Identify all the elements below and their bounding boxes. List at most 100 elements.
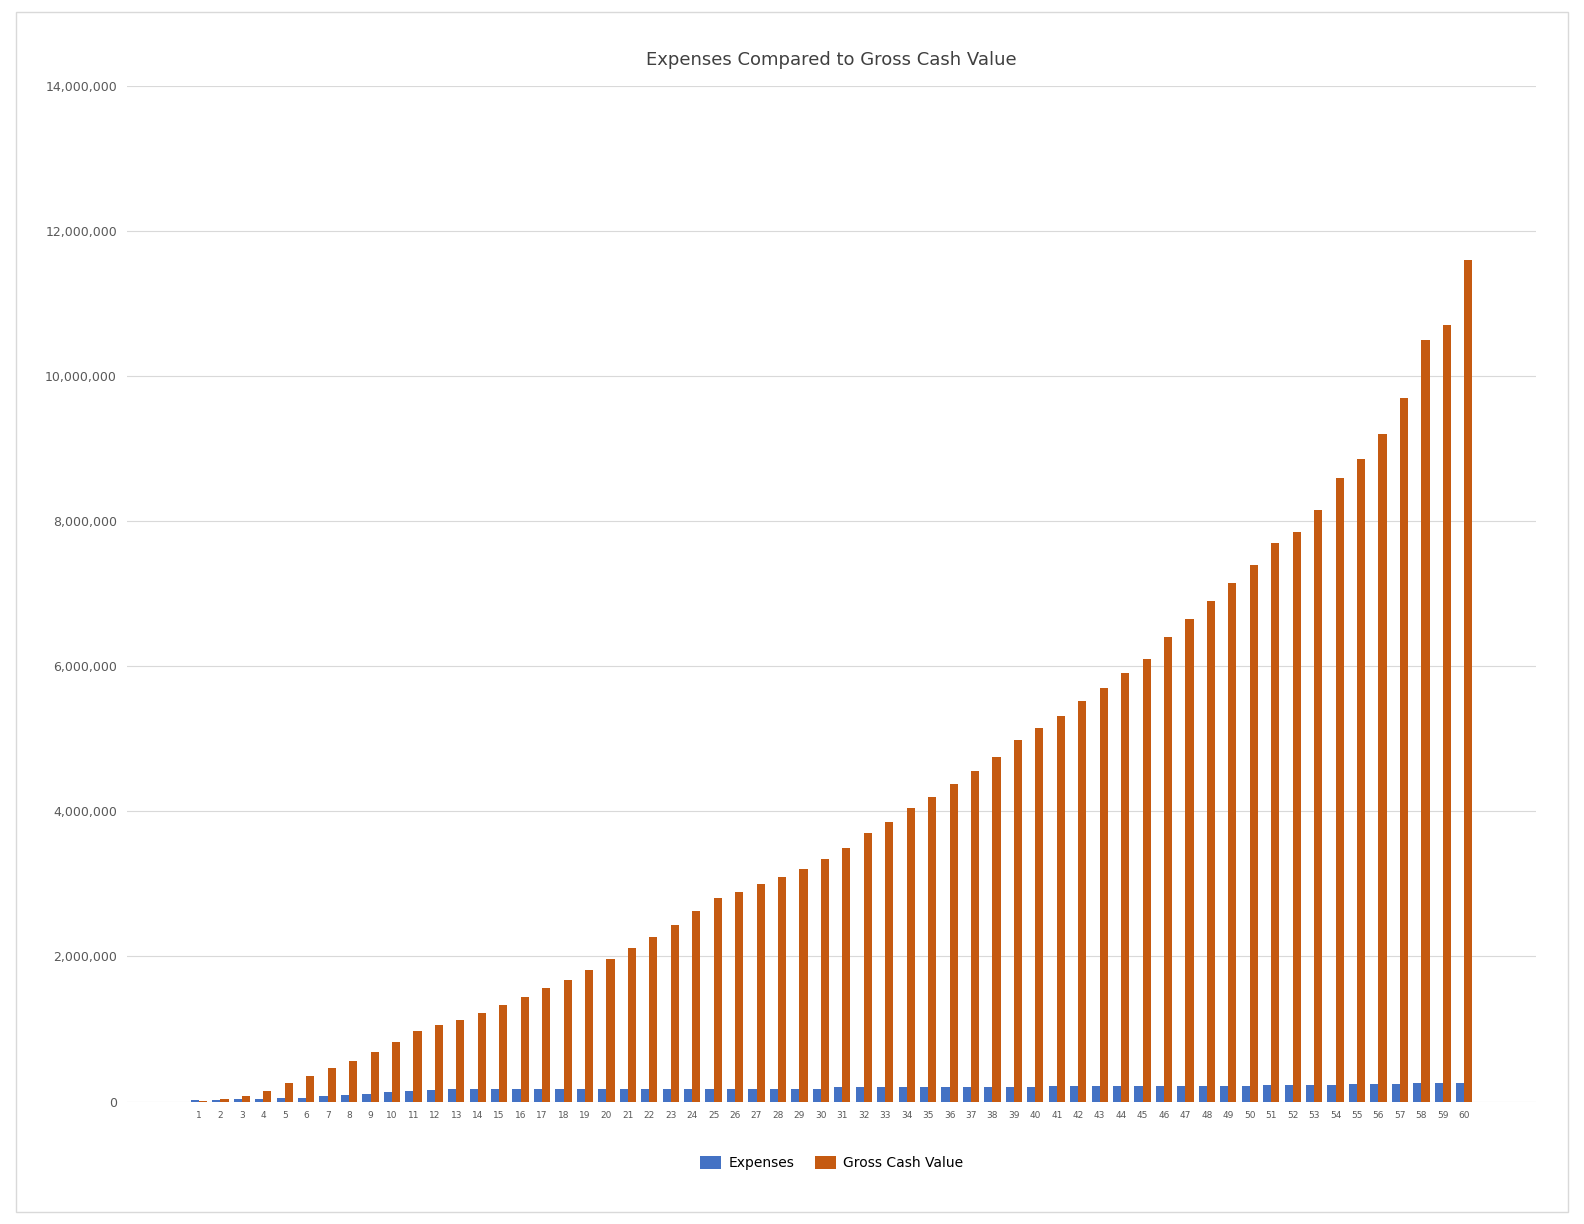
Bar — [1099, 688, 1107, 1102]
Bar — [348, 1061, 358, 1102]
Bar — [564, 979, 572, 1102]
Bar — [255, 1099, 263, 1102]
Bar — [285, 1083, 293, 1102]
Bar — [320, 1097, 328, 1102]
Bar — [993, 756, 1001, 1102]
Bar — [1378, 435, 1386, 1102]
Bar — [234, 1099, 242, 1102]
Bar — [684, 1088, 692, 1102]
Bar — [1315, 510, 1323, 1102]
Bar — [792, 1088, 800, 1102]
Bar — [306, 1076, 314, 1102]
Bar — [692, 912, 700, 1102]
Bar — [1114, 1087, 1121, 1102]
Bar — [1121, 673, 1129, 1102]
Title: Expenses Compared to Gross Cash Value: Expenses Compared to Gross Cash Value — [646, 51, 1017, 69]
Bar — [328, 1069, 336, 1102]
Bar — [499, 1005, 507, 1102]
Bar — [1327, 1084, 1335, 1102]
Bar — [885, 823, 893, 1102]
Bar — [534, 1088, 542, 1102]
Bar — [1357, 459, 1365, 1102]
Bar — [607, 958, 615, 1102]
Bar — [642, 1088, 649, 1102]
Bar — [941, 1087, 949, 1102]
Bar — [277, 1098, 285, 1102]
Bar — [813, 1088, 821, 1102]
Bar — [1413, 1083, 1421, 1102]
Bar — [727, 1088, 735, 1102]
Bar — [963, 1087, 971, 1102]
Bar — [1036, 728, 1044, 1102]
Bar — [984, 1087, 993, 1102]
Bar — [1049, 1087, 1057, 1102]
Bar — [263, 1091, 271, 1102]
Bar — [1293, 532, 1300, 1102]
Bar — [863, 834, 871, 1102]
Bar — [1142, 659, 1150, 1102]
Bar — [513, 1088, 521, 1102]
Bar — [778, 876, 786, 1102]
Bar — [757, 884, 765, 1102]
Bar — [448, 1088, 456, 1102]
Bar — [521, 998, 529, 1102]
Bar — [821, 858, 828, 1102]
Bar — [1335, 477, 1343, 1102]
Bar — [898, 1087, 906, 1102]
Bar — [1443, 326, 1451, 1102]
Bar — [491, 1088, 499, 1102]
Bar — [426, 1089, 436, 1102]
Bar — [436, 1026, 444, 1102]
Bar — [478, 1013, 486, 1102]
Bar — [363, 1094, 371, 1102]
Bar — [1091, 1087, 1099, 1102]
Bar — [835, 1087, 843, 1102]
Bar — [456, 1020, 464, 1102]
Bar — [406, 1091, 413, 1102]
Bar — [928, 797, 936, 1102]
Bar — [1185, 619, 1194, 1102]
Bar — [1177, 1086, 1185, 1102]
Bar — [542, 989, 550, 1102]
Bar — [971, 771, 979, 1102]
Bar — [800, 869, 808, 1102]
Bar — [1228, 583, 1237, 1102]
Bar — [949, 783, 958, 1102]
Bar — [1464, 259, 1473, 1102]
Bar — [1014, 741, 1022, 1102]
Bar — [1079, 701, 1087, 1102]
Bar — [627, 947, 637, 1102]
Bar — [1285, 1084, 1293, 1102]
Bar — [1006, 1087, 1014, 1102]
Bar — [1250, 564, 1258, 1102]
Bar — [341, 1095, 348, 1102]
Bar — [469, 1088, 478, 1102]
Bar — [748, 1088, 757, 1102]
Bar — [670, 924, 680, 1102]
Bar — [1071, 1087, 1079, 1102]
Bar — [556, 1088, 564, 1102]
Bar — [714, 898, 722, 1102]
Bar — [662, 1088, 670, 1102]
Bar — [619, 1088, 627, 1102]
Legend: Expenses, Gross Cash Value: Expenses, Gross Cash Value — [695, 1151, 968, 1176]
Bar — [1370, 1084, 1378, 1102]
Bar — [1456, 1083, 1464, 1102]
Bar — [1242, 1086, 1250, 1102]
Bar — [371, 1053, 379, 1102]
Bar — [878, 1087, 885, 1102]
Bar — [1057, 716, 1064, 1102]
Bar — [1164, 638, 1172, 1102]
Bar — [855, 1087, 863, 1102]
Bar — [298, 1098, 306, 1102]
Bar — [1207, 601, 1215, 1102]
Bar — [1421, 339, 1429, 1102]
Bar — [649, 936, 657, 1102]
Bar — [1272, 542, 1280, 1102]
Bar — [770, 1088, 778, 1102]
Bar — [391, 1042, 401, 1102]
Bar — [584, 971, 592, 1102]
Bar — [220, 1099, 228, 1102]
Bar — [383, 1093, 391, 1102]
Bar — [1350, 1084, 1357, 1102]
